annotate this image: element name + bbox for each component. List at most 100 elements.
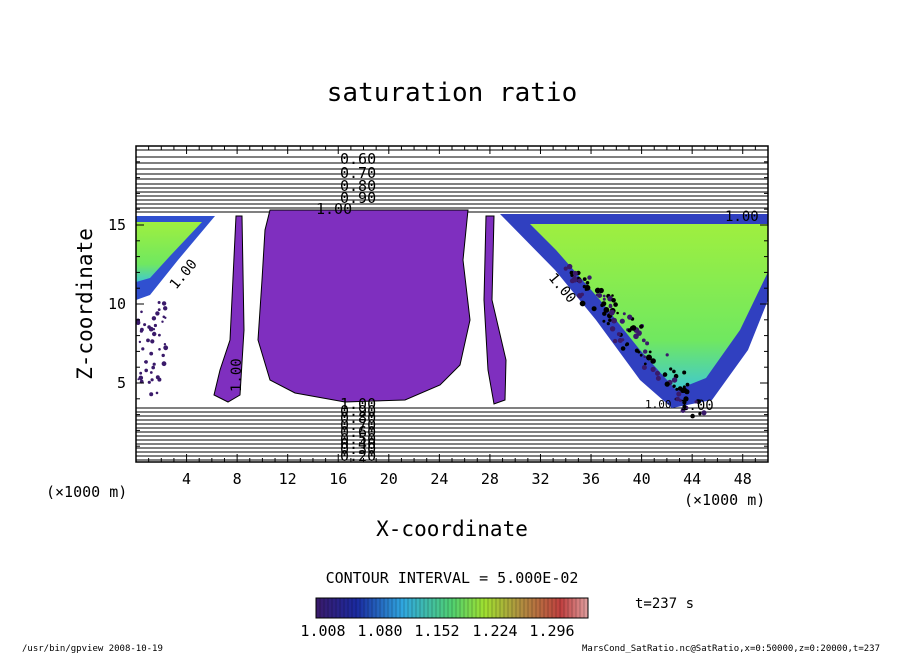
speckle-dot [602, 319, 606, 323]
speckle-dot [616, 332, 621, 337]
speckle-dot [584, 284, 591, 291]
contour-label: 0.80 [340, 177, 376, 195]
speckle-dot [161, 320, 164, 323]
right-column-region [483, 215, 507, 405]
speckle-dot [146, 338, 150, 343]
x-tick-label: 4 [182, 470, 191, 488]
colorbar-tick: 1.008 [300, 622, 345, 640]
speckle-dot [602, 294, 606, 298]
speckle-dot [608, 318, 612, 322]
speckle-dot [161, 353, 165, 358]
speckle-dot [572, 270, 578, 276]
speckle-dot [161, 301, 167, 306]
speckle-dot [601, 301, 607, 307]
speckle-dot [694, 400, 698, 404]
speckle-dot [675, 387, 679, 391]
speckle-dot [603, 307, 610, 313]
speckle-dot [685, 382, 690, 387]
x-tick-label: 20 [380, 470, 398, 488]
speckle-dot [602, 297, 606, 301]
x-tick-label: 36 [582, 470, 600, 488]
speckle-dot [643, 362, 647, 366]
x-tick-label: 28 [481, 470, 499, 488]
x-tick-label: 8 [233, 470, 242, 488]
speckle-dot [643, 349, 648, 354]
contour-label: 0.90 [340, 189, 376, 207]
speckle-dot [585, 281, 590, 285]
contour-label: 1.00 [316, 200, 352, 218]
speckle-dot [606, 322, 610, 326]
speckle-dot [158, 348, 161, 351]
contour-label: 0.70 [340, 416, 376, 434]
speckle-dot [634, 348, 640, 353]
x-unit-right: (×1000 m) [684, 491, 765, 509]
speckle-dot [701, 410, 707, 416]
speckle-dot [630, 325, 637, 331]
speckle-dot [675, 396, 680, 402]
speckle-dot [563, 266, 568, 271]
speckle-dot [150, 378, 154, 382]
speckle-dot [684, 389, 690, 395]
speckle-dot [163, 306, 168, 311]
contour-label: 1.00 [725, 209, 759, 225]
y-tick-label: 5 [117, 374, 126, 392]
contour-label: 0.40 [340, 435, 376, 453]
speckle-dot [645, 341, 650, 346]
speckle-dot [672, 369, 676, 374]
plot-area [136, 149, 768, 461]
speckle-dot [137, 319, 141, 323]
speckle-dot [158, 333, 161, 337]
speckle-dot [143, 323, 147, 327]
speckle-dot [137, 378, 140, 381]
contour-label: 1.00 [680, 398, 714, 414]
contour-label: 0.80 [340, 409, 376, 427]
speckle-dot [641, 365, 647, 370]
speckle-dot [598, 293, 601, 296]
right-green-core [530, 224, 768, 390]
speckle-dot [609, 309, 615, 316]
speckle-dot [664, 381, 670, 387]
speckle-dot [655, 370, 660, 376]
speckle-dot [577, 293, 583, 299]
speckle-dot [613, 302, 618, 307]
y-tick-label: 10 [108, 295, 126, 313]
contour-label: 0.50 [340, 430, 376, 448]
speckle-dot [151, 316, 157, 321]
speckle-dot [682, 404, 687, 409]
speckle-dot [609, 326, 616, 332]
speckle-dot [140, 327, 144, 332]
speckle-dot [152, 331, 157, 337]
speckle-dot [648, 350, 652, 354]
speckle-dot [680, 408, 686, 413]
speckle-dot [163, 343, 167, 346]
speckle-dot [572, 275, 577, 281]
speckle-dot [153, 323, 157, 328]
contour-labels-bottom: 1.00 0.90 0.80 0.70 0.60 0.50 0.40 0.30 … [340, 395, 376, 465]
speckle-dot [595, 293, 599, 297]
speckle-contours [136, 263, 707, 419]
speckle-dot [147, 380, 151, 384]
contour-label: 0.60 [340, 150, 376, 168]
speckle-dot [682, 370, 687, 375]
time-label: t=237 s [635, 596, 694, 612]
speckle-dot [149, 392, 154, 397]
contour-label: 0.90 [340, 402, 376, 420]
speckle-dot [624, 343, 628, 347]
speckle-dot [643, 355, 646, 359]
speckle-dot [150, 326, 153, 330]
speckle-dot [683, 396, 689, 402]
y-axis-ticks: 5 10 15 [108, 145, 768, 463]
speckle-dot [682, 400, 687, 405]
contour-label: 0.20 [340, 447, 376, 465]
contour-label: 0.30 [340, 440, 376, 458]
speckle-dot [680, 388, 685, 394]
colorbar-tick: 1.296 [529, 622, 574, 640]
speckle-dot [636, 330, 642, 336]
speckle-dot [157, 301, 161, 304]
colorbar-tick: 1.080 [357, 622, 402, 640]
speckle-dot [662, 372, 668, 377]
speckle-dot [149, 351, 154, 356]
speckle-dot [155, 391, 159, 395]
speckle-dot [150, 339, 155, 344]
